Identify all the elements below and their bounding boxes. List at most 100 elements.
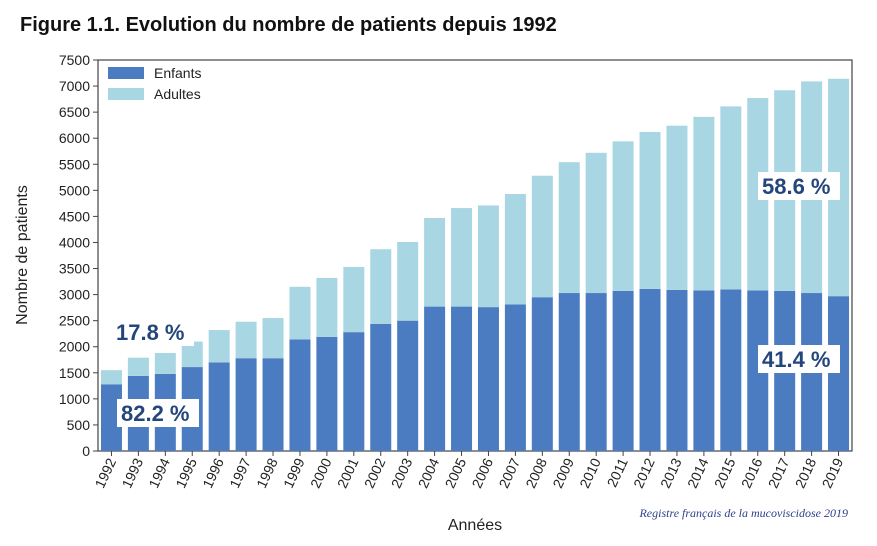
bar-enfants (477, 307, 499, 451)
bar-adultes (316, 277, 338, 337)
bar-adultes (181, 341, 203, 368)
x-tick-label: 2019 (819, 455, 847, 490)
x-tick-label: 1999 (280, 455, 308, 490)
bar-enfants (235, 358, 257, 451)
bar-adultes (585, 152, 607, 294)
bar-enfants (693, 290, 715, 451)
y-tick-label: 7500 (59, 52, 90, 68)
bar-enfants (208, 362, 230, 451)
bar-enfants (666, 289, 688, 451)
bar-adultes (100, 370, 122, 385)
annotation-2019-adultes: 58.6 % (758, 172, 840, 200)
y-tick-label: 3500 (59, 261, 90, 277)
x-tick-label: 1996 (199, 455, 227, 490)
y-tick-label: 4500 (59, 208, 90, 224)
bar-enfants (262, 358, 284, 451)
annotation-2019-enfants: 41.4 % (758, 345, 840, 373)
y-axis: 0 500 1000 1500 2000 2500 3000 3500 4000 4500 5000… (59, 52, 98, 459)
x-axis-title: Années (448, 517, 502, 534)
x-tick-label: 2003 (388, 455, 416, 490)
x-tick-label: 2008 (522, 455, 550, 490)
annotation-label: 41.4 % (762, 347, 831, 372)
bar-adultes (531, 175, 553, 298)
y-tick-label: 7000 (59, 78, 90, 94)
bar-enfants (343, 332, 365, 451)
bar-adultes (504, 193, 526, 305)
bar-enfants (289, 339, 311, 451)
x-tick-label: 1995 (172, 455, 200, 490)
x-tick-label: 2011 (604, 455, 631, 489)
bar-adultes (424, 217, 446, 307)
x-tick-label: 2012 (630, 455, 658, 490)
bar-adultes (370, 249, 392, 324)
x-tick-label: 2006 (469, 455, 497, 490)
x-tick-label: 2009 (549, 455, 577, 490)
x-tick-label: 1994 (145, 455, 173, 490)
x-tick-label: 2007 (495, 455, 523, 490)
y-tick-label: 1500 (59, 365, 90, 381)
bar-adultes (343, 266, 365, 333)
bar-enfants (720, 289, 742, 451)
x-tick-label: 2000 (307, 455, 335, 490)
annotation-label: 58.6 % (762, 174, 831, 199)
y-tick-label: 0 (82, 443, 90, 459)
bar-adultes (747, 98, 769, 291)
x-tick-label: 1993 (118, 455, 146, 490)
x-tick-label: 2016 (738, 455, 766, 490)
annotation-1992-enfants: 82.2 % (117, 399, 199, 427)
bar-adultes (397, 241, 419, 321)
bar-adultes (477, 205, 499, 308)
bar-adultes (262, 318, 284, 359)
bar-adultes (235, 321, 257, 359)
legend-label-enfants: Enfants (154, 65, 201, 81)
legend: Enfants Adultes (108, 65, 201, 102)
x-tick-label: 2010 (576, 455, 604, 490)
annotation-box (117, 399, 199, 427)
x-tick-label: 2001 (334, 455, 362, 490)
annotation-box (758, 172, 840, 200)
annotation-label: 82.2 % (121, 401, 190, 426)
x-tick-label: 2005 (442, 455, 470, 490)
y-tick-label: 4000 (59, 234, 90, 250)
x-tick-label: 1992 (92, 455, 120, 490)
annotation-label: 17.8 % (116, 320, 185, 345)
bar-enfants (504, 304, 526, 451)
bar-adultes (639, 131, 661, 289)
percentage-annotations: 17.8 % 82.2 % 58.6 % 41.4 % (112, 172, 840, 427)
y-tick-label: 6000 (59, 130, 90, 146)
figure-title: Figure 1.1. Evolution du nombre de patie… (20, 14, 557, 36)
bar-enfants (531, 297, 553, 451)
bar-enfants (612, 290, 634, 451)
bar-enfants (424, 306, 446, 451)
x-tick-label: 2017 (765, 455, 793, 490)
y-tick-label: 1000 (59, 391, 90, 407)
bar-adultes (154, 352, 176, 374)
bar-adultes (558, 162, 580, 294)
annotation-1992-adultes: 17.8 % (112, 318, 194, 346)
bar-adultes (208, 330, 230, 363)
x-tick-label: 2013 (657, 455, 685, 490)
x-tick-label: 2018 (792, 455, 820, 490)
x-tick-label: 2014 (684, 455, 712, 490)
bar-adultes (693, 116, 715, 291)
x-axis: 1992 1993 1994 1995 1996 1997 1998 1999 2000 2001… (92, 451, 847, 491)
x-tick-label: 1997 (226, 455, 254, 490)
y-tick-label: 2000 (59, 339, 90, 355)
x-tick-label: 2004 (415, 455, 443, 490)
source-note: Registre français de la mucoviscidose 20… (638, 506, 848, 520)
bar-enfants (558, 293, 580, 451)
bar-enfants (397, 320, 419, 451)
y-tick-label: 5000 (59, 182, 90, 198)
bar-enfants (828, 296, 850, 451)
bar-enfants (100, 384, 122, 451)
legend-swatch-adultes (108, 88, 144, 100)
bar-enfants (316, 336, 338, 451)
y-tick-label: 3000 (59, 287, 90, 303)
y-tick-label: 6500 (59, 104, 90, 120)
y-tick-label: 2500 (59, 313, 90, 329)
bar-adultes (451, 208, 473, 307)
bar-adultes (612, 141, 634, 291)
series-adultes (100, 78, 850, 385)
legend-label-adultes: Adultes (154, 86, 201, 102)
